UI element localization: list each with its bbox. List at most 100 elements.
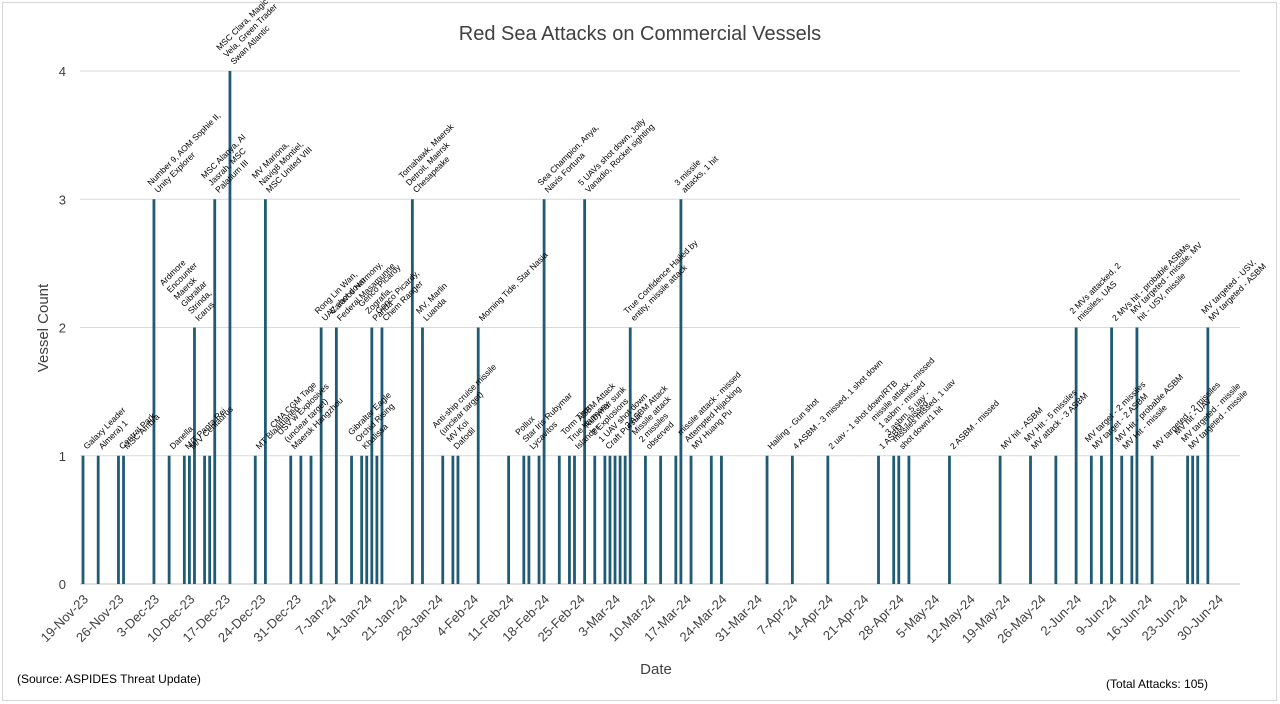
bar	[826, 455, 830, 584]
bar	[213, 199, 217, 584]
bar	[456, 455, 460, 584]
bar	[583, 199, 587, 584]
total-attacks-note: (Total Attacks: 105)	[1106, 677, 1209, 691]
bar	[568, 455, 571, 584]
bar	[451, 455, 455, 584]
annotation-label: MSC Clara, MagicVela, Green TraderSwan A…	[214, 0, 286, 66]
bar	[1074, 327, 1078, 584]
annotation-label: Tomahawk, MaerskDetroit, MaerskChesapeak…	[397, 121, 471, 195]
bar	[1054, 455, 1058, 584]
bar	[375, 455, 379, 584]
bar	[527, 455, 531, 584]
bar	[720, 455, 723, 584]
bar	[1206, 327, 1210, 584]
bar	[380, 327, 384, 584]
bar	[709, 455, 713, 584]
bar	[208, 455, 212, 584]
annotation-label: MV Mariona,Navig8 Montiel,MSC United VII…	[250, 130, 314, 194]
bar	[182, 455, 186, 584]
annotation-label: Morning Tide, Star Nasia	[477, 250, 550, 323]
bar	[1110, 327, 1113, 584]
annotation-line: 5 UAVs shot down, Jolly	[576, 116, 648, 188]
bar	[623, 455, 627, 584]
y-axis-title: Vessel Count	[35, 283, 52, 372]
x-axis-title: Date	[640, 661, 672, 678]
bar	[537, 455, 541, 584]
annotation-label: MV targeted - USV,MV targeted - ASBM	[1199, 254, 1268, 323]
annotation-label: 3 missileattacks, 1 hit	[672, 146, 720, 194]
bar	[410, 199, 414, 584]
annotation-line: True Confidence Hailed by	[622, 237, 701, 316]
bar	[253, 455, 257, 584]
bar	[81, 455, 85, 584]
bar	[152, 199, 156, 584]
bar	[167, 455, 171, 584]
annotation-label: missile attack - missedAttempted Hijacki…	[675, 369, 757, 451]
bar	[1186, 455, 1189, 584]
y-tick-label: 4	[59, 64, 66, 79]
bar	[877, 455, 880, 584]
bar	[117, 455, 120, 584]
bar	[507, 455, 511, 584]
annotation-line: MSC Ambra	[122, 412, 162, 452]
bar	[618, 455, 622, 584]
bar	[644, 455, 647, 584]
bar	[334, 327, 338, 584]
annotation-line: Morning Tide, Star Nasia	[477, 250, 550, 323]
y-tick-label: 2	[59, 321, 66, 336]
bar	[557, 455, 561, 584]
bar	[122, 455, 125, 584]
bar	[96, 455, 100, 584]
chart-title: Red Sea Attacks on Commercial Vessels	[459, 23, 821, 45]
bar	[1100, 455, 1103, 584]
bar	[193, 327, 196, 584]
bar	[948, 455, 951, 584]
bar	[674, 455, 678, 584]
bar	[309, 455, 313, 584]
bar	[1029, 455, 1032, 584]
annotation-label: Gibraltar EagleOrchid RisingKhalissa	[346, 390, 407, 451]
bar	[1089, 455, 1093, 584]
bar	[897, 455, 901, 584]
bar	[998, 455, 1002, 584]
bar	[659, 455, 663, 584]
annotation-label: 2 ASBM - missed	[948, 398, 1001, 451]
bar	[365, 455, 369, 584]
bar	[441, 455, 445, 584]
bar	[1135, 327, 1139, 584]
bar	[892, 455, 896, 584]
bar	[1196, 455, 1200, 584]
bar	[421, 327, 424, 584]
bar	[790, 455, 794, 584]
y-tick-label: 3	[59, 192, 66, 207]
bar	[319, 327, 323, 584]
bar	[1191, 455, 1195, 584]
annotation-label: 5 UAVs shot down, JollyVanadio, Rocket s…	[576, 114, 656, 194]
bar	[522, 455, 526, 584]
bar	[689, 455, 693, 584]
y-tick-label: 0	[59, 577, 66, 592]
bar	[593, 455, 597, 584]
bar	[228, 71, 232, 584]
annotation-label: Anti-ship cruise missile(unclear target)…	[430, 362, 520, 452]
annotation-label: ArdmoreEncounterMaerskGibraltarStrinda,I…	[157, 253, 227, 323]
bar	[350, 455, 353, 584]
bar	[573, 455, 576, 584]
bar	[1150, 455, 1154, 584]
y-tick-label: 1	[59, 449, 66, 464]
bar	[1120, 455, 1124, 584]
bar	[765, 455, 769, 584]
annotation-label: MSC Ambra	[122, 412, 162, 452]
bar	[613, 455, 617, 584]
annotation-label: MV targeted - missile, MVhit - USV, miss…	[1128, 240, 1211, 323]
annotation-line: 2 ASBM - missed	[948, 398, 1001, 451]
bar	[188, 455, 191, 584]
bar	[299, 455, 303, 584]
bar	[360, 455, 364, 584]
annotation-line: MV targeted - missile, MV	[1128, 240, 1204, 316]
bar	[628, 327, 632, 584]
bar	[264, 199, 267, 584]
bar	[203, 455, 207, 584]
